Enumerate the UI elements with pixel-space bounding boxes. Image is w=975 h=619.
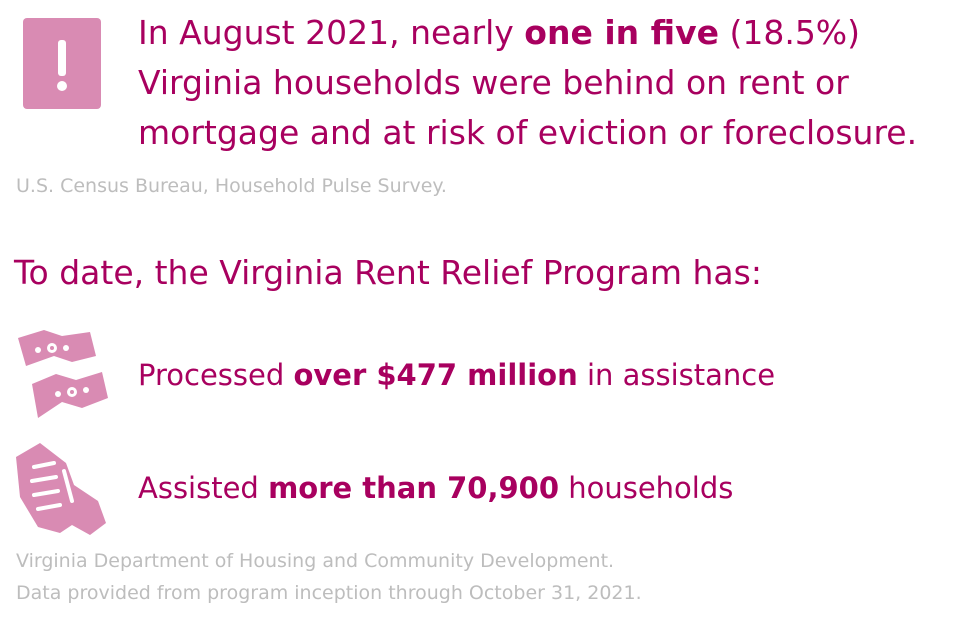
headline-emphasis: one in five bbox=[524, 13, 719, 52]
source-census: U.S. Census Bureau, Household Pulse Surv… bbox=[16, 170, 447, 202]
source-dhcd-line2: Data provided from program inception thr… bbox=[16, 577, 642, 609]
money-icon bbox=[14, 326, 110, 424]
hand-icon bbox=[14, 441, 110, 539]
alert-box bbox=[23, 18, 101, 109]
exclamation-icon bbox=[23, 18, 101, 109]
stat-assisted-emphasis: more than 70,900 bbox=[268, 471, 559, 505]
stat-assisted: Assisted more than 70,900 households bbox=[138, 468, 733, 508]
source-dhcd: Virginia Department of Housing and Commu… bbox=[16, 545, 642, 609]
subhead: To date, the Virginia Rent Relief Progra… bbox=[14, 250, 762, 296]
source-dhcd-line1: Virginia Department of Housing and Commu… bbox=[16, 545, 642, 577]
stat-processed-emphasis: over $477 million bbox=[293, 358, 577, 392]
stat-processed: Processed over $477 million in assistanc… bbox=[138, 355, 775, 395]
headline: In August 2021, nearly one in five (18.5… bbox=[138, 8, 968, 158]
